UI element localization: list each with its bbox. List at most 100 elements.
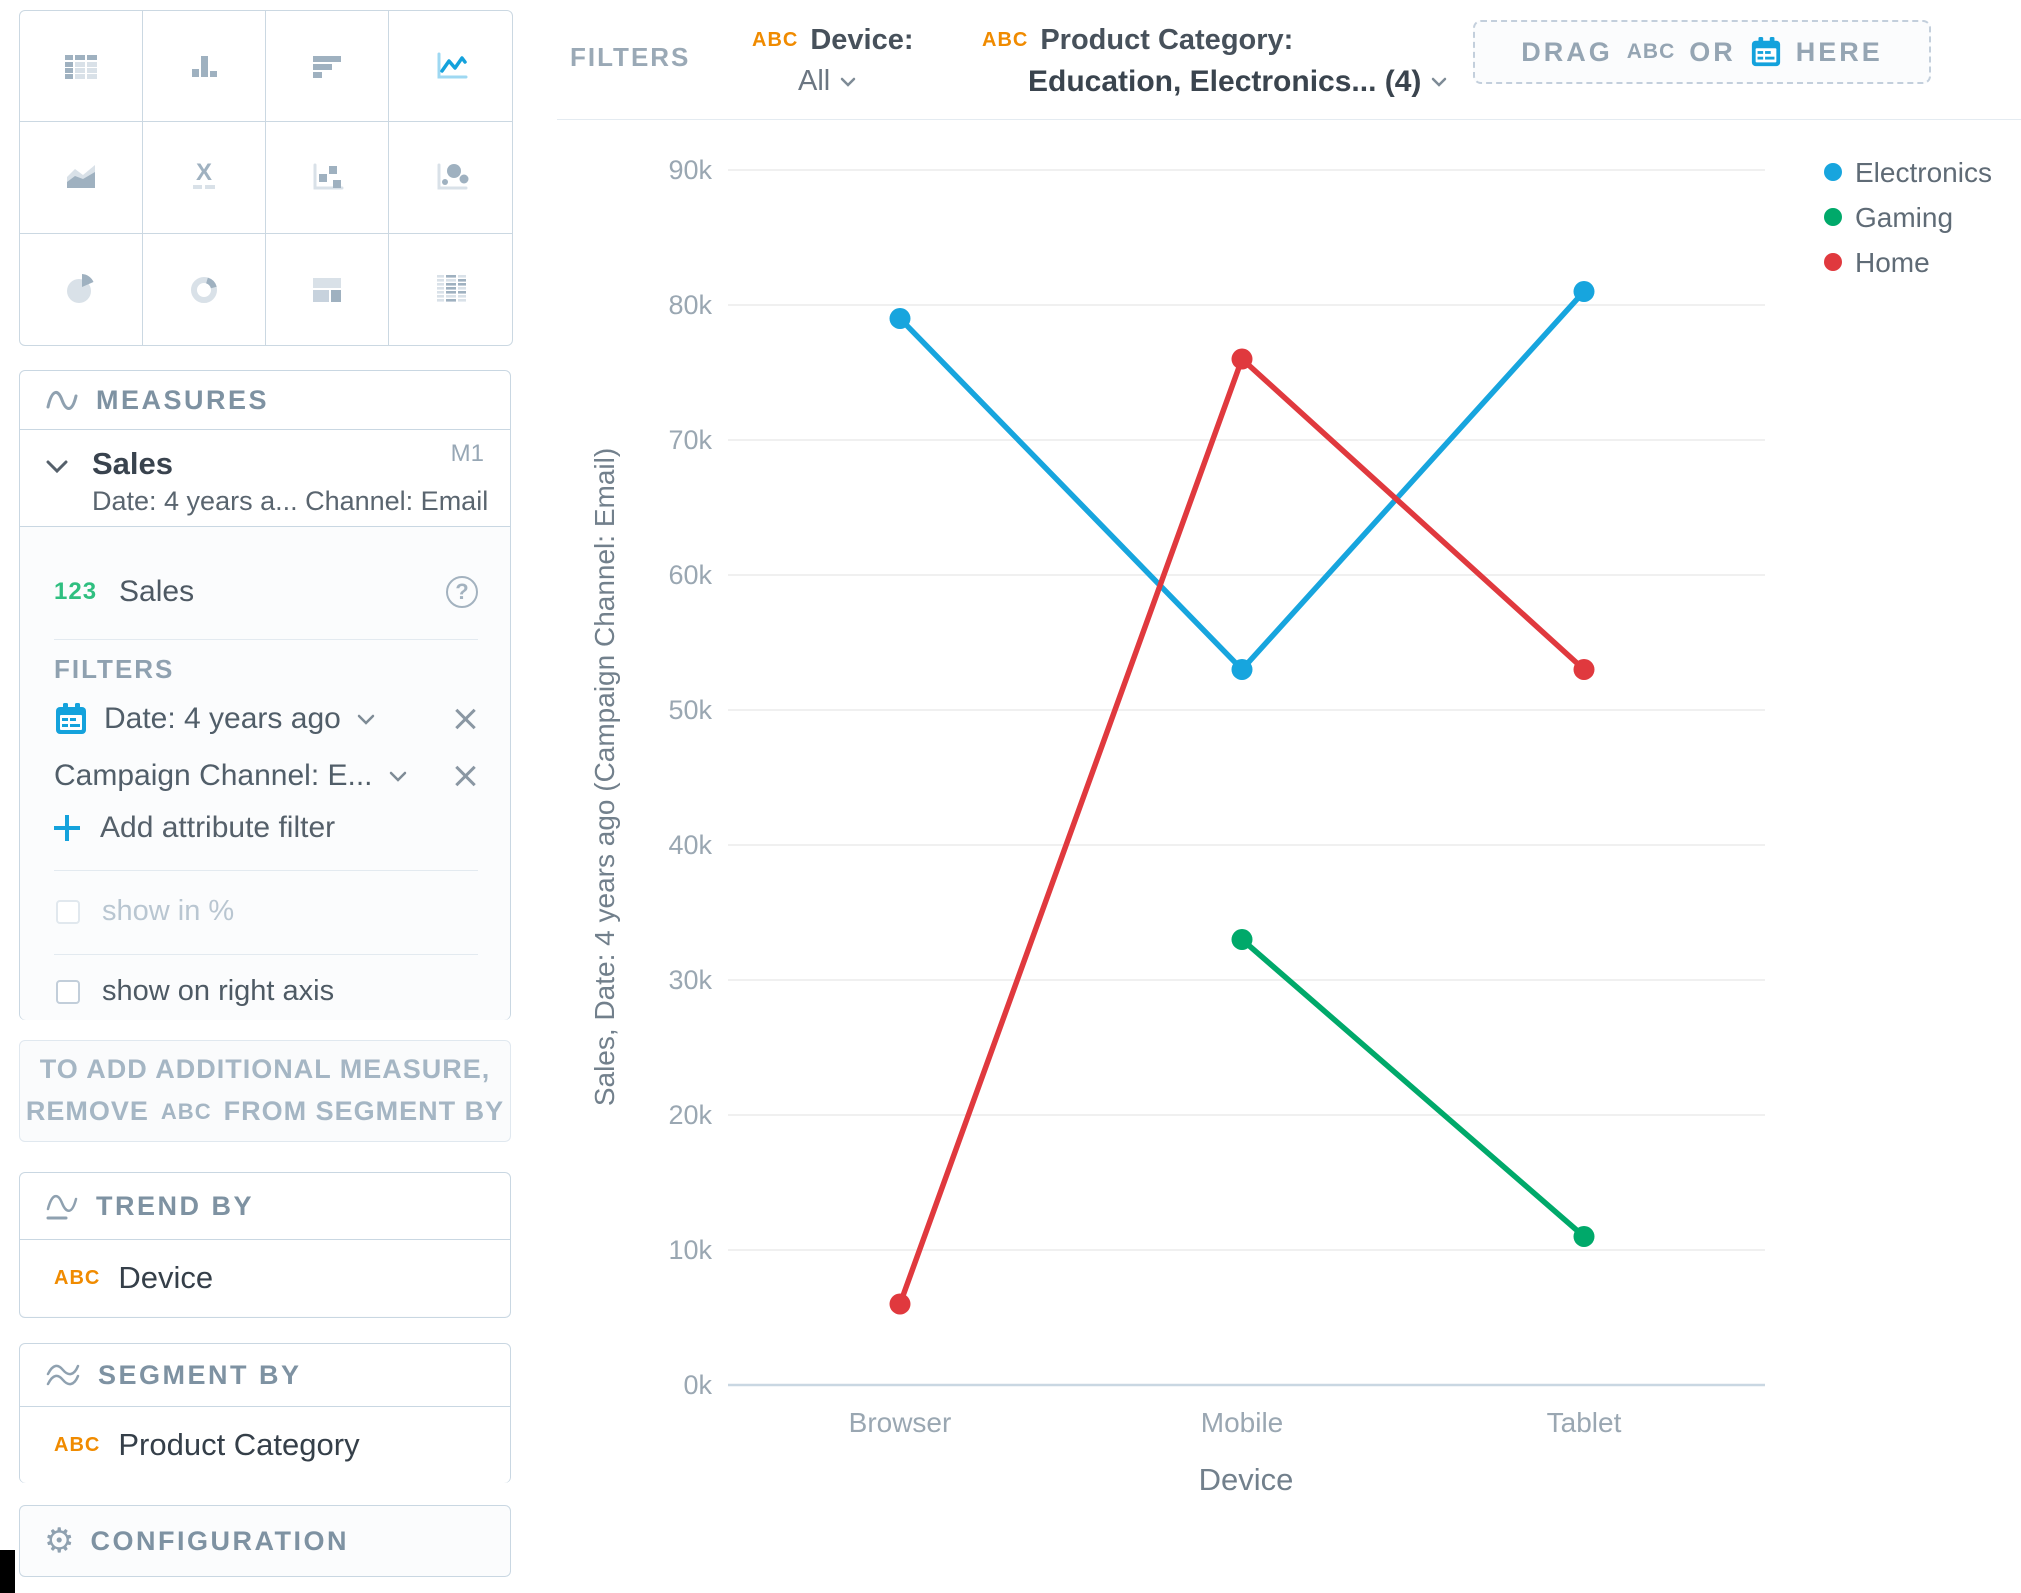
- add-attribute-filter-button[interactable]: Add attribute filter: [54, 811, 335, 845]
- y-axis-tick-label: 20k: [668, 1100, 712, 1130]
- attribute-filter-row[interactable]: Campaign Channel: E...: [54, 759, 478, 793]
- pie-chart-icon: [67, 274, 94, 304]
- segment-by-title: SEGMENT BY: [98, 1359, 302, 1390]
- x-axis-category-label: Browser: [849, 1407, 952, 1438]
- legend-label: Home: [1855, 247, 1930, 278]
- y-axis-tick-label: 90k: [668, 155, 712, 185]
- chevron-down-icon[interactable]: [46, 460, 68, 474]
- chart-type-bubble-button[interactable]: [389, 122, 512, 234]
- y-axis-tick-label: 40k: [668, 830, 712, 860]
- product-category-filter-value: Education, Electronics... (4): [1028, 65, 1422, 98]
- chart-type-line-button[interactable]: [389, 11, 512, 123]
- remove-filter-icon[interactable]: [452, 706, 478, 732]
- chart-type-treemap-button[interactable]: [266, 233, 389, 345]
- data-point[interactable]: [1231, 348, 1253, 370]
- segment-by-header: SEGMENT BY: [20, 1344, 510, 1407]
- legend-item-gaming[interactable]: Gaming: [1824, 202, 1953, 233]
- device-filter-value: All: [798, 65, 831, 97]
- device-filter-name: Device:: [810, 24, 914, 56]
- chart-type-pie-button[interactable]: [20, 233, 143, 345]
- series-home: [889, 348, 1595, 1315]
- configuration-title: CONFIGURATION: [90, 1525, 349, 1556]
- series-line: [1239, 936, 1587, 1240]
- legend-label: Electronics: [1855, 157, 1992, 188]
- measures-body: 123 Sales ? FILTERS Date: 4 years ago Ca…: [20, 527, 510, 1020]
- show-in-percent-option[interactable]: show in %: [56, 895, 234, 928]
- chevron-down-icon: [1432, 77, 1447, 87]
- measure-definition-row[interactable]: 123 Sales ?: [54, 575, 478, 609]
- bar-chart-icon: [313, 56, 341, 79]
- drop-zone-or: OR: [1689, 36, 1736, 67]
- trend-by-title: TREND BY: [96, 1190, 255, 1221]
- chevron-down-icon[interactable]: [357, 714, 375, 725]
- legend-item-home[interactable]: Home: [1824, 247, 1930, 278]
- trend-icon: [46, 1195, 78, 1220]
- measure-index-badge: M1: [450, 440, 484, 467]
- device-filter-dropdown[interactable]: ABC Device: All: [752, 24, 914, 98]
- calendar-icon: [1751, 36, 1780, 67]
- chart-type-column-button[interactable]: [143, 11, 266, 123]
- data-point[interactable]: [889, 1293, 911, 1315]
- series-electronics: [889, 281, 1595, 680]
- legend-label: Gaming: [1855, 202, 1953, 233]
- data-point[interactable]: [1573, 281, 1595, 302]
- legend-dot-icon: [1824, 208, 1842, 226]
- date-filter-row[interactable]: Date: 4 years ago: [54, 702, 478, 736]
- chart-type-table-button[interactable]: [20, 11, 143, 123]
- line-chart-icon: [437, 52, 467, 79]
- plus-icon: [54, 815, 80, 841]
- abc-attribute-badge: ABC: [54, 1433, 101, 1456]
- measure-fact-label: Sales: [119, 575, 195, 608]
- y-axis-tick-label: 30k: [668, 965, 712, 995]
- headline-icon: X: [193, 159, 215, 190]
- data-point[interactable]: [1573, 1226, 1595, 1247]
- hint-line2-pre: REMOVE: [25, 1096, 149, 1126]
- show-on-right-axis-option[interactable]: show on right axis: [56, 975, 334, 1008]
- series-gaming: [1231, 929, 1595, 1247]
- chart-type-heatmap-button[interactable]: [389, 234, 512, 345]
- legend-dot-icon: [1824, 163, 1842, 181]
- chart-type-headline-button[interactable]: X: [143, 122, 266, 234]
- y-axis-tick-label: 0k: [683, 1370, 712, 1400]
- chart-type-scatter-button[interactable]: [266, 122, 389, 234]
- measure-item-sales[interactable]: Sales M1 Date: 4 years a... Channel: Ema…: [20, 430, 510, 527]
- chevron-down-icon[interactable]: [389, 771, 407, 782]
- checkbox-icon[interactable]: [56, 979, 80, 1004]
- trend-by-item-device[interactable]: ABC Device: [20, 1240, 510, 1316]
- remove-filter-icon[interactable]: [452, 763, 478, 789]
- filter-drop-zone[interactable]: DRAG ABC OR HERE: [1473, 20, 1931, 84]
- bubble-chart-icon: [437, 163, 468, 190]
- column-chart-icon: [192, 56, 217, 78]
- chevron-down-icon: [840, 77, 856, 87]
- measures-title: MEASURES: [96, 384, 270, 415]
- segment-by-item-product-category[interactable]: ABC Product Category: [20, 1407, 510, 1483]
- series-line: [897, 356, 1587, 1307]
- filter-bar-label: FILTERS: [570, 42, 691, 72]
- data-point[interactable]: [889, 308, 911, 329]
- segment-by-panel: SEGMENT BY ABC Product Category: [19, 1343, 511, 1483]
- help-icon[interactable]: ?: [446, 576, 478, 608]
- x-axis-category-label: Mobile: [1201, 1407, 1283, 1438]
- corner-artifact: [0, 1550, 15, 1593]
- x-axis-category-label: Tablet: [1547, 1407, 1622, 1438]
- chart-type-bar-button[interactable]: [266, 11, 389, 123]
- data-point[interactable]: [1231, 929, 1253, 950]
- checkbox-icon[interactable]: [56, 899, 80, 924]
- numeric-type-badge: 123: [54, 578, 98, 605]
- measures-panel: MEASURES Sales M1 Date: 4 years a... Cha…: [19, 370, 511, 1020]
- trend-by-item-label: Device: [118, 1260, 214, 1295]
- data-point[interactable]: [1231, 659, 1253, 680]
- data-point[interactable]: [1573, 659, 1595, 680]
- product-category-filter-dropdown[interactable]: ABC Product Category: Education, Electro…: [982, 24, 1447, 99]
- abc-attribute-badge: ABC: [160, 1098, 212, 1124]
- configuration-panel[interactable]: ⚙ CONFIGURATION: [19, 1505, 511, 1577]
- segment-by-item-label: Product Category: [118, 1427, 360, 1462]
- calendar-icon: [56, 703, 86, 734]
- add-measure-hint: TO ADD ADDITIONAL MEASURE, REMOVE ABC FR…: [19, 1040, 511, 1142]
- legend-item-electronics[interactable]: Electronics: [1824, 157, 1992, 188]
- chart-type-donut-button[interactable]: [143, 233, 266, 345]
- drop-zone-here: HERE: [1795, 36, 1883, 67]
- chart-type-area-button[interactable]: [20, 122, 143, 234]
- show-on-right-axis-label: show on right axis: [102, 975, 335, 1007]
- measures-header: MEASURES: [20, 371, 510, 430]
